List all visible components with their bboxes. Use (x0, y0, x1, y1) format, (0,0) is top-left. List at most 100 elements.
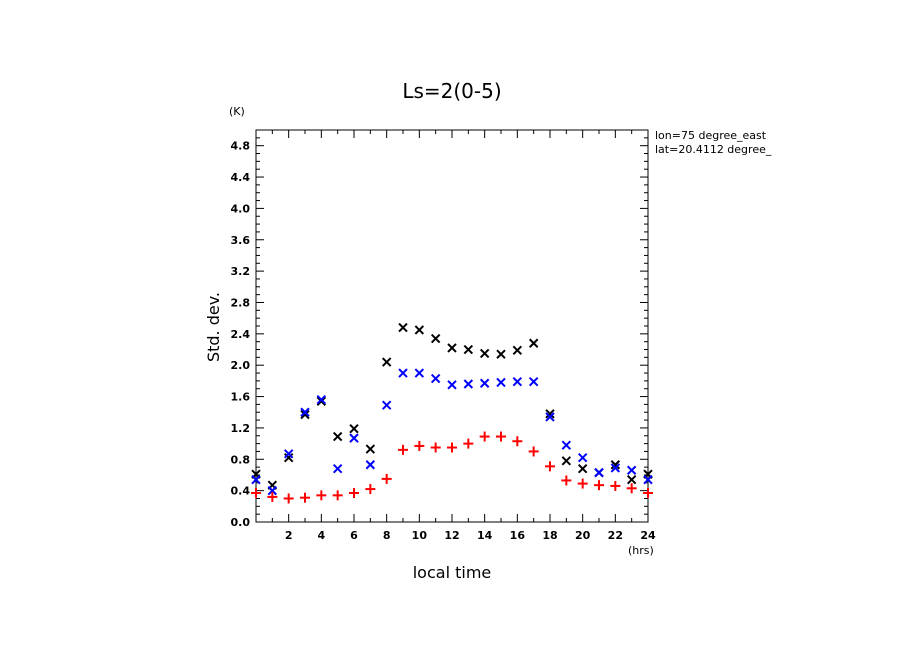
x-tick-label: 10 (412, 529, 428, 542)
data-point (626, 465, 637, 475)
data-point (577, 463, 588, 474)
data-point (561, 440, 572, 450)
axis-ticks: 2 4 6 8 10 12 14 16 18 20 22 240.00.40.81.21.62.02.… (231, 130, 656, 542)
x-unit-label: (hrs) (628, 544, 654, 557)
data-point (381, 400, 392, 410)
data-point (594, 467, 604, 478)
data-point (447, 343, 457, 353)
data-point (283, 493, 294, 504)
plot-frame (255, 129, 649, 523)
data-point (512, 436, 523, 447)
x-tick-label: 22 (608, 529, 623, 542)
y-tick-label: 0.0 (231, 516, 251, 529)
data-point (300, 409, 310, 420)
data-point (447, 442, 457, 453)
y-tick-label: 0.8 (231, 453, 251, 466)
data-point (496, 377, 506, 388)
data-point (610, 460, 621, 470)
data-point (267, 485, 278, 496)
data-point (561, 475, 572, 486)
y-tick-label: 2.8 (231, 296, 251, 309)
x-axis-title: local time (413, 563, 492, 582)
data-point (430, 373, 441, 384)
data-point (479, 378, 490, 388)
data-point (463, 379, 474, 389)
x-tick-label: 12 (444, 529, 459, 542)
x-tick-label: 6 (350, 529, 358, 542)
y-unit-label: (K) (229, 105, 245, 118)
data-point (381, 473, 392, 484)
y-tick-label: 2.4 (231, 328, 251, 341)
data-point (283, 449, 294, 459)
data-point (463, 438, 474, 449)
data-point (349, 487, 359, 498)
data-point (577, 453, 588, 463)
data-point (561, 456, 572, 466)
annotation-lat: lat=20.4112 degree_ (655, 143, 772, 156)
data-point (300, 407, 310, 417)
data-point (267, 491, 278, 502)
data-point (251, 474, 261, 485)
y-tick-label: 1.6 (231, 391, 251, 404)
data-point (430, 442, 441, 453)
data-point (528, 338, 539, 348)
data-point (332, 431, 343, 442)
x-tick-label: 8 (383, 529, 391, 542)
data-point (528, 376, 539, 387)
data-point (365, 444, 376, 454)
x-tick-label: 24 (640, 529, 656, 542)
data-point (463, 344, 474, 355)
series-2 (251, 368, 653, 496)
x-tick-label: 4 (318, 529, 326, 542)
y-axis-title: Std. dev. (204, 292, 223, 362)
y-tick-label: 4.0 (231, 202, 251, 215)
y-tick-label: 3.2 (231, 265, 251, 278)
data-point (594, 480, 604, 491)
x-tick-label: 18 (542, 529, 557, 542)
data-point (496, 349, 506, 359)
data-point (545, 461, 555, 472)
data-point (316, 396, 327, 406)
data-point (610, 463, 621, 473)
series-1 (251, 322, 653, 490)
data-point (610, 480, 621, 491)
y-tick-label: 1.2 (231, 422, 251, 435)
data-point (626, 483, 637, 494)
y-tick-label: 4.8 (231, 140, 251, 153)
y-tick-label: 0.4 (231, 485, 251, 498)
data-point (332, 490, 343, 501)
data-point (332, 463, 343, 474)
data-point (398, 322, 408, 333)
y-tick-label: 4.4 (231, 171, 251, 184)
data-point (414, 325, 425, 335)
data-point (398, 444, 408, 455)
data-point (251, 487, 261, 498)
data-point (349, 423, 359, 434)
data-point (512, 345, 523, 356)
data-point (512, 376, 523, 387)
data-point (349, 433, 359, 443)
data-point (316, 490, 327, 501)
x-tick-label: 20 (575, 529, 591, 542)
annotation-lon: lon=75 degree_east (655, 129, 767, 142)
data-marks (251, 322, 653, 504)
data-point (447, 380, 457, 390)
x-tick-label: 2 (285, 529, 293, 542)
x-tick-label: 16 (510, 529, 526, 542)
y-tick-label: 2.0 (231, 359, 251, 372)
data-point (545, 412, 555, 422)
data-point (643, 474, 653, 485)
data-point (414, 368, 425, 378)
chart-title: Ls=2(0-5) (402, 79, 501, 103)
y-tick-label: 3.6 (231, 234, 251, 247)
data-point (626, 474, 637, 485)
data-point (365, 484, 376, 495)
data-point (414, 440, 425, 451)
series-3 (251, 431, 653, 504)
data-point (479, 431, 490, 442)
data-point (316, 394, 327, 405)
data-point (496, 431, 506, 442)
data-point (300, 492, 310, 503)
data-point (528, 446, 539, 457)
